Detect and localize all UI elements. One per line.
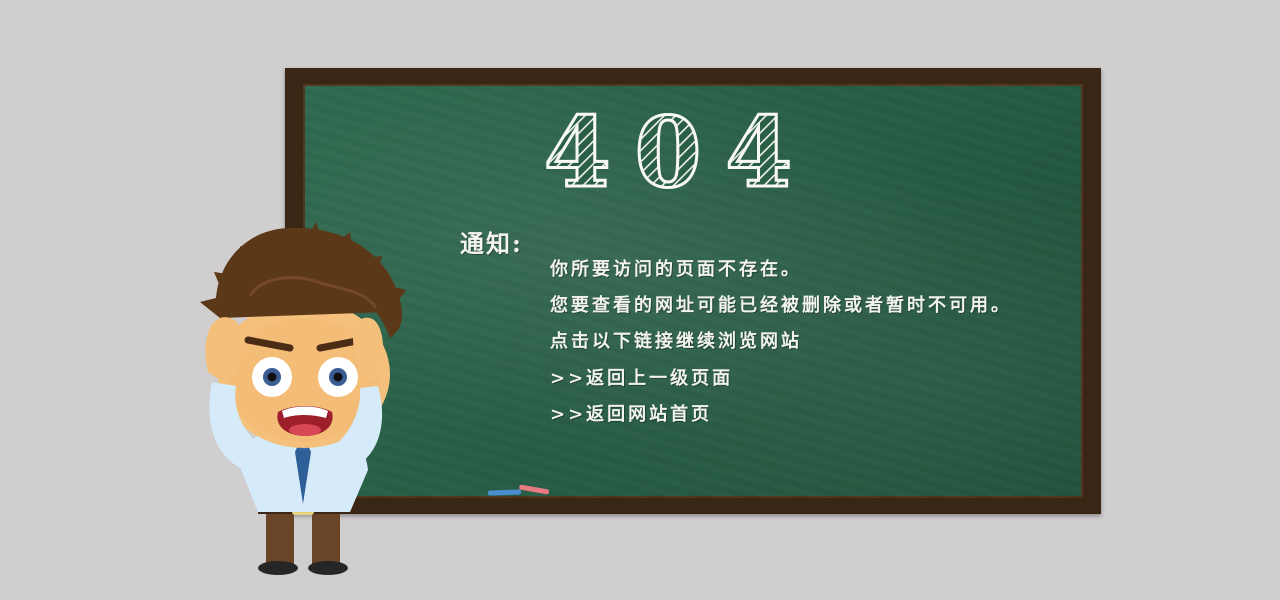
character-legs xyxy=(258,510,348,575)
character-hands xyxy=(205,317,384,470)
error-code-404: 404 xyxy=(545,98,815,198)
error-code-text: 404 xyxy=(545,98,815,198)
notice-line-continue: 点击以下链接继续浏览网站 xyxy=(550,331,802,352)
scared-character-illustration xyxy=(200,222,406,575)
notice-line-not-found: 你所要访问的页面不存在。 xyxy=(550,259,802,280)
chalk-pieces-icon xyxy=(488,484,549,496)
home-link[interactable]: >>返回网站首页 xyxy=(550,404,713,425)
back-link[interactable]: >>返回上一级页面 xyxy=(550,368,734,389)
chalkboard xyxy=(285,68,1101,514)
notice-line-unavailable: 您要查看的网址可能已经被删除或者暂时不可用。 xyxy=(550,295,1012,316)
character-head xyxy=(200,222,406,448)
notice-title: 通知: xyxy=(460,229,523,258)
